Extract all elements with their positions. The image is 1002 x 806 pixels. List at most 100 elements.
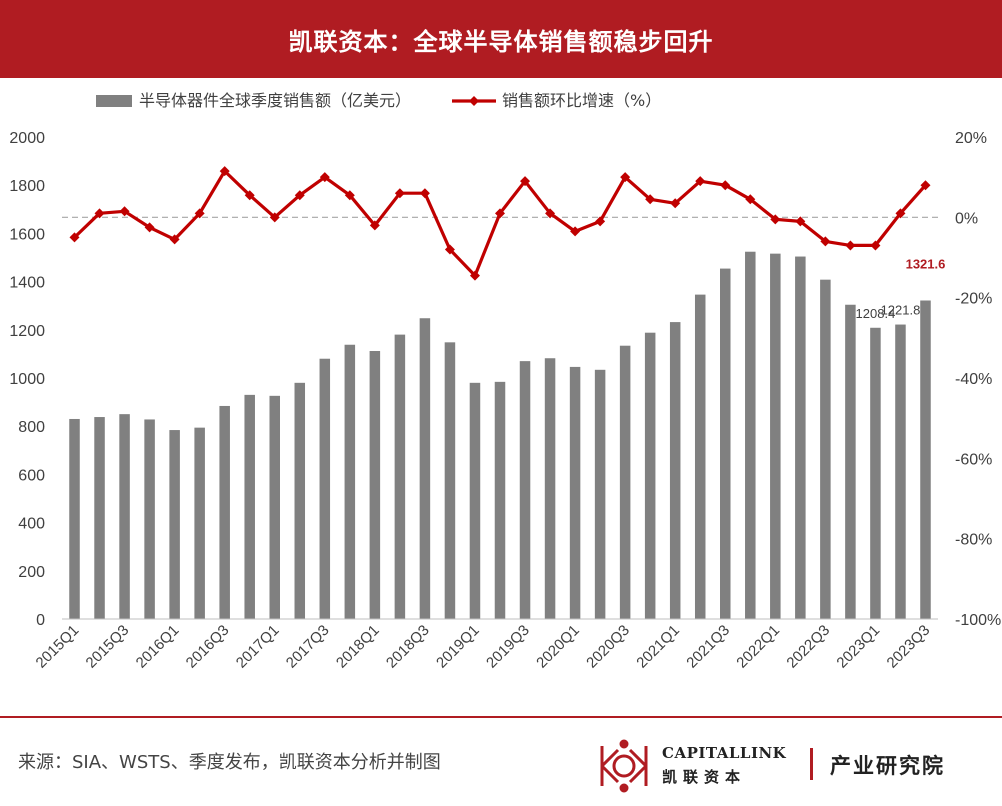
sales-bar: [219, 405, 230, 619]
y-right-tick-label: -20%: [955, 291, 992, 308]
brand-block: CAPITALLINK 凯联资本 产业研究院: [596, 736, 996, 793]
sales-bar: [619, 345, 631, 619]
sales-bar: [669, 322, 681, 619]
x-tick-label: 2023Q1: [833, 622, 883, 672]
sales-bar: [469, 382, 481, 619]
y-left-tick-label: 400: [18, 516, 45, 533]
growth-point: [394, 188, 405, 199]
sales-bar: [319, 358, 331, 619]
x-tick-label: 2016Q3: [183, 622, 233, 672]
sales-bar: [519, 361, 531, 619]
growth-point: [94, 208, 105, 219]
growth-point: [169, 234, 180, 245]
sales-bar: [419, 318, 431, 619]
x-tick-label: 2018Q1: [333, 622, 383, 672]
growth-point: [444, 244, 455, 255]
capitallink-logo-icon: [600, 739, 648, 793]
legend-line-marker: [469, 96, 479, 106]
growth-point: [520, 176, 531, 187]
growth-point: [795, 216, 806, 227]
source-note: 来源：SIA、WSTS、季度发布，凯联资本分析并制图: [18, 752, 441, 773]
growth-point: [269, 212, 280, 223]
x-tick-label: 2022Q1: [733, 622, 783, 672]
x-tick-label: 2021Q1: [633, 622, 683, 672]
growth-point: [344, 190, 355, 201]
sales-bar: [444, 342, 456, 619]
y-right-tick-label: -100%: [955, 612, 1001, 629]
sales-bar: [569, 366, 581, 619]
y-left-tick-label: 200: [18, 564, 45, 581]
sales-bar: [244, 394, 255, 619]
growth-point: [294, 190, 305, 201]
x-tick-label: 2022Q3: [783, 622, 833, 672]
sales-bar: [920, 300, 931, 619]
growth-point: [419, 188, 430, 199]
sales-bar: [119, 414, 130, 619]
growth-point: [820, 236, 831, 247]
legend-bar-swatch: [96, 95, 132, 107]
x-tick-label: 2019Q1: [433, 622, 483, 672]
y-right-tick-label: -80%: [955, 532, 992, 549]
y-left-tick-label: 1200: [9, 323, 45, 340]
legend-bar-label: 半导体器件全球季度销售额（亿美元）: [139, 91, 411, 110]
growth-point: [495, 208, 505, 219]
brand-separator: [810, 748, 813, 780]
y-left-tick-label: 600: [18, 467, 45, 484]
x-tick-label: 2020Q1: [533, 622, 583, 672]
bar-data-label: 1221.8: [881, 303, 921, 318]
sales-bar: [544, 358, 556, 619]
sales-bar: [895, 324, 906, 619]
brand-name-en: CAPITALLINK: [662, 744, 787, 762]
y-right-tick-label: 0%: [955, 210, 978, 227]
x-tick-label: 2021Q3: [683, 622, 733, 672]
growth-point: [319, 172, 330, 183]
sales-bar: [770, 253, 781, 620]
growth-point: [69, 232, 80, 243]
footer-divider: [0, 716, 1002, 718]
sales-bar: [795, 256, 806, 619]
growth-point: [119, 206, 130, 217]
x-tick-label: 2020Q3: [583, 622, 633, 672]
bar-data-label: 1208.4: [856, 306, 896, 321]
sales-bar: [720, 268, 731, 619]
growth-point: [695, 176, 706, 187]
sales-bar: [169, 430, 180, 619]
x-tick-label: 2023Q3: [884, 622, 934, 672]
sales-bar: [394, 334, 406, 619]
sales-bar: [494, 381, 506, 619]
sales-bar: [845, 304, 856, 619]
sales-chart: 0 200 400 600 800 1000 1200 1400 1600 1800 2000 20%…: [9, 91, 1001, 672]
growth-point: [670, 198, 681, 209]
y-left-tick-label: 800: [18, 419, 45, 436]
brand-name-cn: 凯联资本: [662, 768, 747, 786]
growth-point: [870, 240, 881, 251]
sales-bar: [144, 419, 155, 619]
growth-point: [770, 214, 781, 225]
x-tick-label: 2017Q3: [283, 622, 333, 672]
growth-point: [545, 208, 556, 219]
y-right-tick-label: -40%: [955, 371, 992, 388]
x-tick-label: 2016Q1: [133, 622, 183, 672]
x-tick-label: 2019Q3: [483, 622, 533, 672]
sales-bar: [269, 395, 280, 619]
y-left-tick-label: 1600: [9, 226, 45, 243]
sales-bar: [594, 369, 606, 619]
sales-bar: [870, 327, 881, 619]
sales-bar: [644, 332, 656, 619]
sales-bar: [294, 382, 306, 619]
page-title: 凯联资本：全球半导体销售额稳步回升: [288, 27, 714, 56]
growth-point: [219, 166, 230, 177]
sales-bar: [820, 279, 831, 619]
x-tick-label: 2017Q1: [233, 622, 283, 672]
growth-point: [920, 180, 931, 191]
title-banner: 凯联资本：全球半导体销售额稳步回升: [0, 0, 1002, 78]
growth-point: [645, 194, 656, 205]
y-left-tick-label: 0: [36, 612, 45, 629]
x-tick-label: 2015Q3: [83, 622, 133, 672]
legend-line-label: 销售额环比增速（%）: [502, 91, 661, 110]
growth-point: [244, 190, 255, 201]
y-left-tick-label: 1000: [9, 371, 45, 388]
x-tick-label: 2015Q1: [33, 622, 83, 672]
growth-point: [620, 172, 631, 183]
sales-bar: [369, 351, 381, 619]
